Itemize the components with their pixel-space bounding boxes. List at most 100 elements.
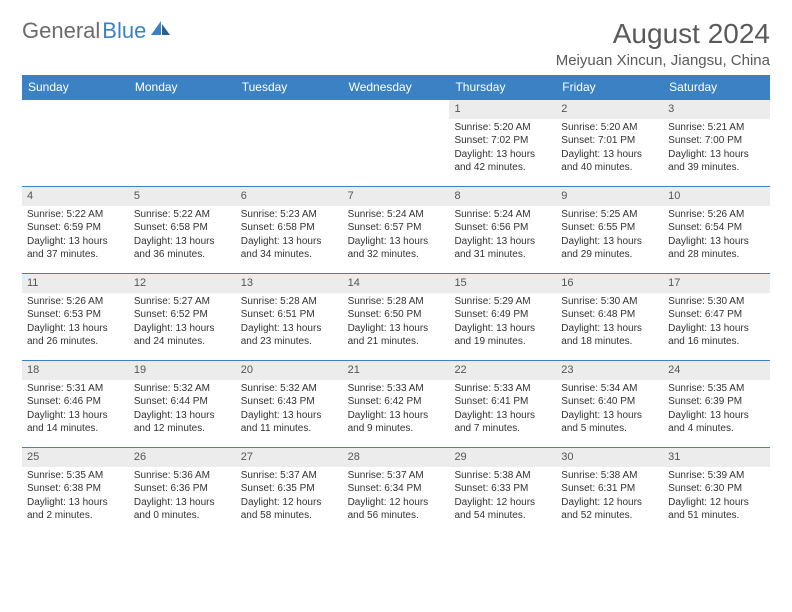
- day-cell: 2 Sunrise: 5:20 AMSunset: 7:01 PMDaylight…: [556, 100, 663, 186]
- sunrise-line: Sunrise: 5:35 AM: [27, 469, 124, 483]
- sunrise-line: Sunrise: 5:32 AM: [241, 382, 338, 396]
- sunset-line: Sunset: 6:52 PM: [134, 308, 231, 322]
- sunrise-line: Sunrise: 5:38 AM: [454, 469, 551, 483]
- sunset-line: Sunset: 7:01 PM: [561, 134, 658, 148]
- sunset-line: Sunset: 6:56 PM: [454, 221, 551, 235]
- day-cell: 3Sunrise: 5:21 AMSunset: 7:00 PMDaylight…: [663, 100, 770, 186]
- daylight-line: Daylight: 13 hours and 0 minutes.: [134, 496, 231, 523]
- day-cell: 19Sunrise: 5:32 AMSunset: 6:44 PMDayligh…: [129, 361, 236, 447]
- daylight-line: Daylight: 13 hours and 23 minutes.: [241, 322, 338, 349]
- page-header: GeneralBlue August 2024 Meiyuan Xincun, …: [22, 18, 770, 69]
- day-details: Sunrise: 5:24 AMSunset: 6:57 PMDaylight:…: [343, 206, 450, 266]
- sunset-line: Sunset: 6:42 PM: [348, 395, 445, 409]
- day-number: 1: [449, 100, 556, 119]
- sunrise-line: Sunrise: 5:24 AM: [348, 208, 445, 222]
- day-number: 10: [663, 187, 770, 206]
- day-number: 5: [129, 187, 236, 206]
- day-details: Sunrise: 5:23 AMSunset: 6:58 PMDaylight:…: [236, 206, 343, 266]
- sunrise-line: Sunrise: 5:20 AM: [454, 121, 551, 135]
- day-cell: 29Sunrise: 5:38 AMSunset: 6:33 PMDayligh…: [449, 448, 556, 534]
- day-number: 2: [556, 100, 663, 119]
- daylight-line: Daylight: 13 hours and 5 minutes.: [561, 409, 658, 436]
- sunset-line: Sunset: 6:47 PM: [668, 308, 765, 322]
- day-details: Sunrise: 5:28 AMSunset: 6:51 PMDaylight:…: [236, 293, 343, 353]
- sunrise-line: Sunrise: 5:39 AM: [668, 469, 765, 483]
- day-header-sunday: Sunday: [22, 75, 129, 99]
- daylight-line: Daylight: 13 hours and 37 minutes.: [27, 235, 124, 262]
- week-row: 11Sunrise: 5:26 AMSunset: 6:53 PMDayligh…: [22, 273, 770, 360]
- day-details: Sunrise: 5:34 AMSunset: 6:40 PMDaylight:…: [556, 380, 663, 440]
- day-details: Sunrise: 5:21 AMSunset: 7:00 PMDaylight:…: [663, 119, 770, 179]
- daylight-line: Daylight: 13 hours and 32 minutes.: [348, 235, 445, 262]
- sunset-line: Sunset: 6:48 PM: [561, 308, 658, 322]
- day-details: Sunrise: 5:29 AMSunset: 6:49 PMDaylight:…: [449, 293, 556, 353]
- day-details: Sunrise: 5:33 AMSunset: 6:42 PMDaylight:…: [343, 380, 450, 440]
- day-details: Sunrise: 5:33 AMSunset: 6:41 PMDaylight:…: [449, 380, 556, 440]
- calendar-grid: SundayMondayTuesdayWednesdayThursdayFrid…: [22, 75, 770, 534]
- sunset-line: Sunset: 6:46 PM: [27, 395, 124, 409]
- day-details: Sunrise: 5:20 AMSunset: 7:02 PMDaylight:…: [449, 119, 556, 179]
- day-cell: 12Sunrise: 5:27 AMSunset: 6:52 PMDayligh…: [129, 274, 236, 360]
- day-number: 21: [343, 361, 450, 380]
- sunrise-line: Sunrise: 5:20 AM: [561, 121, 658, 135]
- daylight-line: Daylight: 12 hours and 54 minutes.: [454, 496, 551, 523]
- day-details: Sunrise: 5:25 AMSunset: 6:55 PMDaylight:…: [556, 206, 663, 266]
- daylight-line: Daylight: 13 hours and 16 minutes.: [668, 322, 765, 349]
- daylight-line: Daylight: 13 hours and 21 minutes.: [348, 322, 445, 349]
- day-number: 31: [663, 448, 770, 467]
- sunset-line: Sunset: 6:40 PM: [561, 395, 658, 409]
- empty-day-cell: [343, 100, 450, 186]
- daylight-line: Daylight: 13 hours and 9 minutes.: [348, 409, 445, 436]
- day-cell: 7Sunrise: 5:24 AMSunset: 6:57 PMDaylight…: [343, 187, 450, 273]
- daylight-line: Daylight: 12 hours and 58 minutes.: [241, 496, 338, 523]
- sunset-line: Sunset: 6:31 PM: [561, 482, 658, 496]
- week-row: 25Sunrise: 5:35 AMSunset: 6:38 PMDayligh…: [22, 447, 770, 534]
- day-cell: 5Sunrise: 5:22 AMSunset: 6:58 PMDaylight…: [129, 187, 236, 273]
- sunset-line: Sunset: 6:51 PM: [241, 308, 338, 322]
- day-cell: 13Sunrise: 5:28 AMSunset: 6:51 PMDayligh…: [236, 274, 343, 360]
- logo: GeneralBlue: [22, 18, 172, 44]
- day-details: Sunrise: 5:27 AMSunset: 6:52 PMDaylight:…: [129, 293, 236, 353]
- day-details: Sunrise: 5:28 AMSunset: 6:50 PMDaylight:…: [343, 293, 450, 353]
- day-cell: 17Sunrise: 5:30 AMSunset: 6:47 PMDayligh…: [663, 274, 770, 360]
- daylight-line: Daylight: 13 hours and 34 minutes.: [241, 235, 338, 262]
- day-cell: 20Sunrise: 5:32 AMSunset: 6:43 PMDayligh…: [236, 361, 343, 447]
- day-headers-row: SundayMondayTuesdayWednesdayThursdayFrid…: [22, 75, 770, 99]
- sunrise-line: Sunrise: 5:23 AM: [241, 208, 338, 222]
- sunrise-line: Sunrise: 5:37 AM: [348, 469, 445, 483]
- sunset-line: Sunset: 6:34 PM: [348, 482, 445, 496]
- day-number: 17: [663, 274, 770, 293]
- sunset-line: Sunset: 6:58 PM: [134, 221, 231, 235]
- sunset-line: Sunset: 6:49 PM: [454, 308, 551, 322]
- day-number: 14: [343, 274, 450, 293]
- day-number: 7: [343, 187, 450, 206]
- day-details: Sunrise: 5:30 AMSunset: 6:48 PMDaylight:…: [556, 293, 663, 353]
- month-title: August 2024: [556, 18, 770, 50]
- day-number: 23: [556, 361, 663, 380]
- sunrise-line: Sunrise: 5:30 AM: [561, 295, 658, 309]
- sunrise-line: Sunrise: 5:21 AM: [668, 121, 765, 135]
- sunset-line: Sunset: 6:54 PM: [668, 221, 765, 235]
- week-row: 4Sunrise: 5:22 AMSunset: 6:59 PMDaylight…: [22, 186, 770, 273]
- sunset-line: Sunset: 6:59 PM: [27, 221, 124, 235]
- daylight-line: Daylight: 13 hours and 26 minutes.: [27, 322, 124, 349]
- logo-text-general: General: [22, 18, 100, 44]
- daylight-line: Daylight: 13 hours and 31 minutes.: [454, 235, 551, 262]
- day-cell: 26Sunrise: 5:36 AMSunset: 6:36 PMDayligh…: [129, 448, 236, 534]
- day-number: 12: [129, 274, 236, 293]
- sunrise-line: Sunrise: 5:26 AM: [668, 208, 765, 222]
- daylight-line: Daylight: 13 hours and 36 minutes.: [134, 235, 231, 262]
- day-details: Sunrise: 5:36 AMSunset: 6:36 PMDaylight:…: [129, 467, 236, 527]
- daylight-line: Daylight: 13 hours and 40 minutes.: [561, 148, 658, 175]
- day-cell: 27Sunrise: 5:37 AMSunset: 6:35 PMDayligh…: [236, 448, 343, 534]
- day-details: Sunrise: 5:31 AMSunset: 6:46 PMDaylight:…: [22, 380, 129, 440]
- day-cell: 8Sunrise: 5:24 AMSunset: 6:56 PMDaylight…: [449, 187, 556, 273]
- daylight-line: Daylight: 13 hours and 29 minutes.: [561, 235, 658, 262]
- day-header-saturday: Saturday: [663, 75, 770, 99]
- day-number: 6: [236, 187, 343, 206]
- day-cell: 25Sunrise: 5:35 AMSunset: 6:38 PMDayligh…: [22, 448, 129, 534]
- empty-day-cell: [236, 100, 343, 186]
- day-number: 18: [22, 361, 129, 380]
- day-number: 27: [236, 448, 343, 467]
- empty-day-cell: [129, 100, 236, 186]
